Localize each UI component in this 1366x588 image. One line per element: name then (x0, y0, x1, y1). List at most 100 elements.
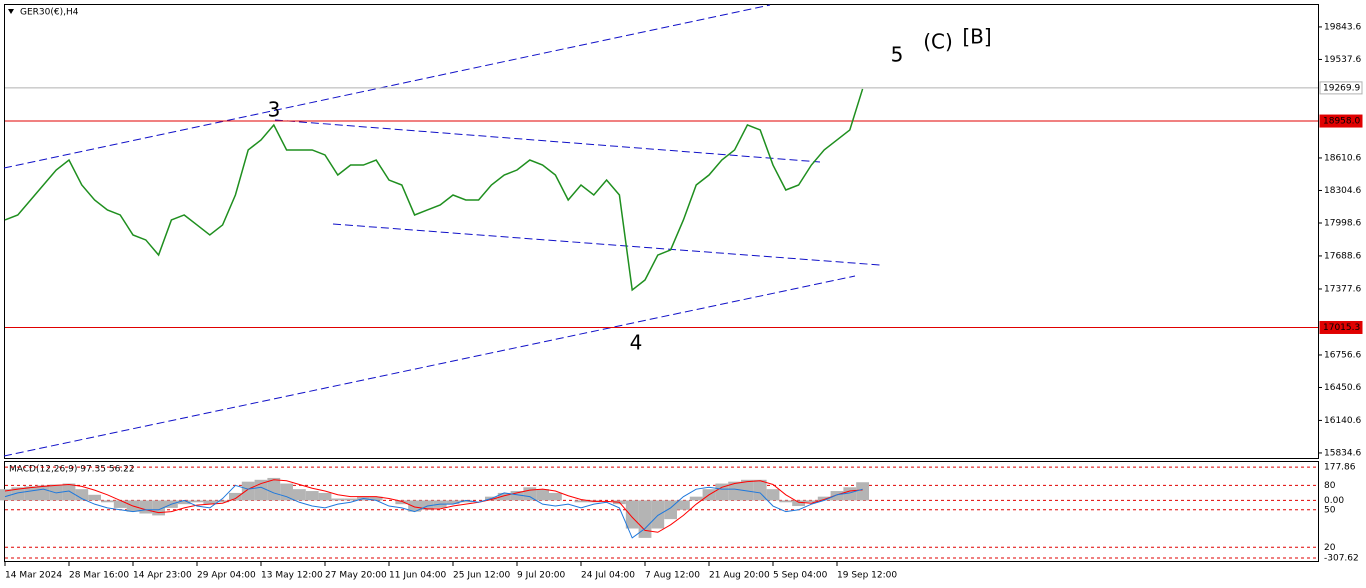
histogram-bar (715, 483, 729, 501)
histogram-bar (408, 500, 421, 512)
x-tick-label: 5 Sep 04:00 (773, 571, 828, 581)
trend-line (274, 119, 821, 163)
histogram-bar (536, 489, 549, 501)
price-label: 18958.0 (1323, 117, 1360, 127)
y-tick-label: 17998.6 (1324, 218, 1361, 228)
histogram-bar (24, 486, 37, 501)
macd-title: MACD(12,26,9) 97.35 56.22 (9, 465, 135, 475)
histogram-bar (459, 500, 473, 503)
histogram-bar (318, 492, 332, 501)
histogram-bar (856, 482, 869, 501)
histogram-bar (625, 500, 639, 529)
histogram-bar (574, 500, 588, 503)
histogram-bar (344, 498, 357, 501)
x-tick-label: 27 May 20:00 (325, 571, 387, 581)
price-label: 17015.3 (1323, 323, 1360, 333)
chart-title: GER30(€),H4 (20, 8, 79, 18)
y-tick-label: 19843.6 (1324, 22, 1361, 32)
y-tick-label: 16140.6 (1324, 416, 1361, 426)
histogram-bar (101, 500, 114, 503)
price-label-box (1319, 114, 1363, 128)
histogram-bar (241, 481, 255, 501)
y-tick-label: 17688.6 (1324, 251, 1361, 261)
x-tick-label: 14 Apr 23:00 (133, 571, 192, 581)
y-tick-label: 0.00 (1324, 496, 1344, 506)
menu-triangle (8, 9, 14, 14)
histogram-bar (421, 500, 434, 510)
y-tick-label: 16450.6 (1324, 383, 1361, 393)
histogram-bar (510, 491, 524, 501)
histogram-bar (254, 479, 268, 501)
histogram-bar (216, 500, 229, 503)
histogram-bar (638, 500, 652, 538)
histogram-bar (190, 500, 204, 503)
histogram-bar (805, 500, 818, 503)
histogram-bar (779, 500, 793, 503)
y-tick-label: 18610.6 (1324, 153, 1361, 163)
y-tick-label: 19537.6 (1324, 55, 1361, 65)
histogram-bar (293, 489, 306, 501)
x-tick-label: 19 Sep 12:00 (837, 571, 897, 581)
histogram-bar (830, 491, 844, 501)
x-tick-label: 11 Jun 04:00 (389, 571, 446, 581)
y-tick-label: -307.62 (1324, 554, 1359, 564)
histogram-bar (267, 477, 281, 501)
histogram-bar (369, 496, 383, 501)
wave-label: 3 (268, 98, 281, 122)
y-tick-label: 177.86 (1324, 463, 1356, 473)
histogram-bar (677, 500, 690, 510)
y-tick-label: 16756.6 (1324, 350, 1361, 360)
x-tick-label: 28 Mar 16:00 (69, 571, 129, 581)
histogram-bar (88, 494, 101, 501)
histogram-bar (766, 489, 780, 501)
price-label: 19269.9 (1323, 83, 1360, 93)
y-tick-label: 50 (1324, 505, 1336, 515)
histogram-bar (203, 500, 217, 505)
histogram-bar (689, 496, 703, 501)
wave-label: [B] (962, 25, 991, 49)
histogram-bar (395, 500, 409, 505)
histogram-bar (741, 479, 754, 501)
histogram-bar (497, 492, 511, 501)
histogram-bar (11, 487, 25, 501)
histogram-bar (229, 492, 242, 501)
wave-label: 4 (630, 331, 643, 355)
histogram-bar (305, 491, 319, 501)
histogram-bar (523, 487, 537, 501)
x-tick-label: 29 Apr 04:00 (197, 571, 256, 581)
x-tick-label: 24 Jul 04:00 (581, 571, 635, 581)
histogram-bar (549, 492, 562, 501)
wave-label: 5 (891, 43, 904, 67)
histogram-bar (664, 500, 677, 520)
histogram-bar (37, 485, 50, 501)
histogram-bar (792, 500, 805, 507)
histogram-bar (728, 481, 741, 501)
histogram-bar (62, 483, 76, 501)
x-tick-label: 13 May 12:00 (261, 571, 323, 581)
price-label-box (1319, 81, 1363, 95)
histogram-bar (139, 500, 153, 514)
histogram-bar (0, 489, 12, 501)
x-tick-label: 25 Jun 12:00 (453, 571, 510, 581)
histogram-bar (280, 483, 293, 501)
price-label-box (1319, 320, 1363, 334)
y-tick-label: 80 (1324, 481, 1336, 491)
price-line (4, 88, 864, 292)
trend-line (3, 275, 856, 457)
histogram-bar (113, 500, 127, 508)
trend-line (332, 223, 881, 266)
x-tick-label: 7 Aug 12:00 (645, 571, 700, 581)
x-tick-label: 21 Aug 20:00 (709, 571, 770, 581)
price-panel (4, 4, 1319, 459)
wave-label: (C) (923, 30, 953, 54)
x-tick-label: 9 Jul 20:00 (517, 571, 566, 581)
y-tick-label: 17377.6 (1324, 284, 1361, 294)
histogram-bar (753, 479, 767, 501)
x-tick-label: 14 Mar 2024 (5, 571, 62, 581)
histogram-bar (177, 500, 191, 505)
trend-line (3, 4, 771, 169)
histogram-bar (651, 500, 665, 529)
y-tick-label: 15834.6 (1324, 448, 1361, 458)
